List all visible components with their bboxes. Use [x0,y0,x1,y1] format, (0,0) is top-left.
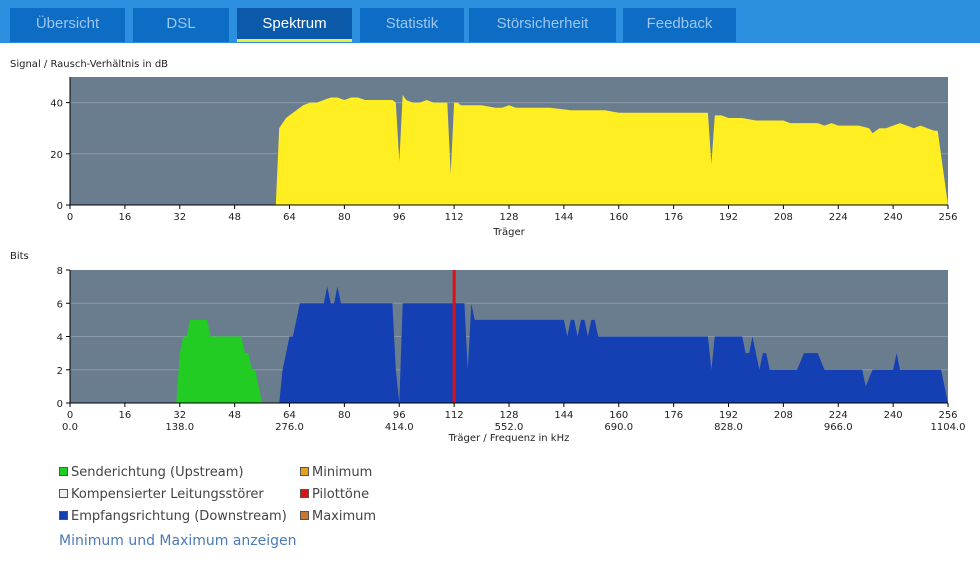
x-tick-label: 80 [338,212,351,223]
legend-swatch [59,489,68,498]
tab-feedback[interactable]: Feedback [623,8,736,42]
x-tick-label: 224 [829,410,848,421]
legend-swatch [300,489,309,498]
x-tick-label-khz: 1104.0 [931,422,966,433]
x-tick-label-khz: 828.0 [714,422,743,433]
y-tick-label: 0 [57,201,63,212]
x-tick-label: 240 [884,410,903,421]
legend-swatch [300,467,309,476]
y-tick-label: 20 [50,150,63,161]
legend-swatch [59,511,68,520]
x-tick-label: 112 [445,410,464,421]
y-tick-label: 6 [57,299,63,310]
x-tick-label-khz: 0.0 [62,422,78,433]
x-tick-label: 208 [774,212,793,223]
legend-swatch [300,511,309,520]
x-tick-label: 240 [884,212,903,223]
x-tick-label: 256 [938,410,957,421]
x-tick-label: 32 [173,212,186,223]
x-tick-label: 192 [719,410,738,421]
y-tick-label: 2 [57,366,63,377]
x-tick-label: 160 [609,410,628,421]
x-tick-label: 144 [554,212,573,223]
x-tick-label-khz: 690.0 [604,422,633,433]
x-axis-label: Träger [492,227,525,238]
x-tick-label-khz: 414.0 [385,422,414,433]
x-tick-label: 256 [938,212,957,223]
x-tick-label: 16 [119,212,132,223]
x-axis-label: Träger / Frequenz in kHz [448,433,570,444]
legend-upstream: Senderichtung (Upstream) [59,462,244,484]
x-tick-label: 224 [829,212,848,223]
tab-uebersicht[interactable]: Übersicht [10,8,125,42]
legend-swatch [59,467,68,476]
x-tick-label: 160 [609,212,628,223]
toggle-min-max-link[interactable]: Minimum und Maximum anzeigen [59,533,297,549]
tab-spektrum[interactable]: Spektrum [237,8,352,42]
legend-label: Pilottöne [312,487,370,502]
legend-label: Empfangsrichtung (Downstream) [71,509,287,524]
x-tick-label: 176 [664,212,683,223]
x-tick-label: 128 [499,410,518,421]
legend-pilot: Pilottöne [300,484,369,506]
series-area-downstream [275,286,948,403]
x-tick-label: 96 [393,212,406,223]
legend-rfi: Kompensierter Leitungsstörer [59,484,264,506]
x-tick-label: 16 [119,410,132,421]
x-tick-label-khz: 552.0 [495,422,524,433]
x-tick-label: 0 [67,410,73,421]
x-tick-label: 80 [338,410,351,421]
x-tick-label: 64 [283,212,296,223]
snr-area [70,94,948,205]
x-tick-label: 144 [554,410,573,421]
y-tick-label: 4 [57,333,63,344]
x-tick-label: 32 [173,410,186,421]
legend-downstream: Empfangsrichtung (Downstream) [59,506,287,528]
legend-minimum: Minimum [300,462,372,484]
y-tick-label: 8 [57,266,63,277]
x-tick-label: 0 [67,212,73,223]
y-tick-label: 0 [57,399,63,410]
tab-statistik[interactable]: Statistik [360,8,464,42]
x-tick-label: 64 [283,410,296,421]
x-tick-label: 208 [774,410,793,421]
snr-chart: 0 20 40 0 16 32 48 64 80 96 112 128 144 160 176 192 208 2… [50,77,958,238]
x-tick-label-khz: 276.0 [275,422,304,433]
x-tick-label: 48 [228,212,241,223]
bits-chart-title: Bits [10,251,29,262]
x-tick-label: 176 [664,410,683,421]
x-tick-label: 128 [499,212,518,223]
x-tick-label: 48 [228,410,241,421]
legend-maximum: Maximum [300,506,376,528]
x-tick-label-khz: 138.0 [165,422,194,433]
x-tick-label: 96 [393,410,406,421]
y-tick-label: 40 [50,99,63,110]
x-tick-label: 112 [445,212,464,223]
x-tick-label-khz: 966.0 [824,422,853,433]
legend-label: Maximum [312,509,377,524]
tab-dsl[interactable]: DSL [133,8,229,42]
snr-chart-title: Signal / Rausch-Verhältnis in dB [10,59,169,70]
legend-label: Kompensierter Leitungsstörer [71,487,264,502]
legend-label: Senderichtung (Upstream) [71,465,244,480]
x-tick-label: 192 [719,212,738,223]
tab-stoersicherheit[interactable]: Störsicherheit [469,8,616,42]
legend-label: Minimum [312,465,373,480]
tab-bar: Übersicht DSL Spektrum Statistik Störsic… [0,0,980,43]
series-area-upstream [176,319,263,403]
